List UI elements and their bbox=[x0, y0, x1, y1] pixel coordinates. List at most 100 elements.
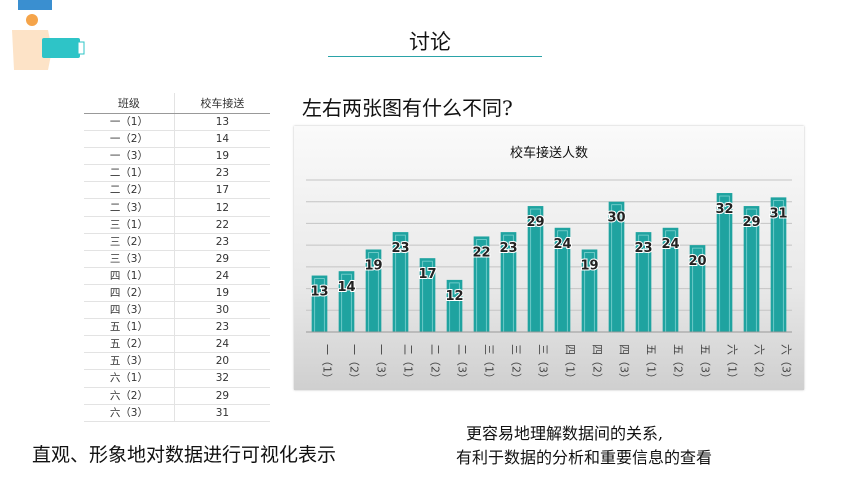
data-label: 20 bbox=[688, 254, 706, 269]
data-label: 19 bbox=[580, 258, 598, 273]
table-row: 一（3） 19 bbox=[84, 147, 270, 166]
table-cell-count: 23 bbox=[173, 164, 270, 183]
category-label: 五（1） bbox=[645, 344, 658, 384]
data-label: 29 bbox=[742, 215, 760, 230]
hand-card-icon bbox=[12, 0, 85, 70]
bottom-right-text-1: 更容易地理解数据间的关系, bbox=[466, 424, 664, 443]
category-label: 三（2） bbox=[510, 344, 523, 384]
data-label: 22 bbox=[472, 245, 490, 260]
table-row: 二（2） 17 bbox=[84, 181, 270, 200]
table-cell-count: 24 bbox=[173, 267, 270, 285]
table-cell-class: 四（3） bbox=[84, 301, 175, 320]
chart-panel: 校车接送人数 13 一（1） 14 一（2） 19 一（3） 23 二（1） 17 二（2） 12 二（… bbox=[294, 126, 804, 390]
table-cell-count: 24 bbox=[173, 335, 270, 354]
table-cell-class: 一（2） bbox=[84, 130, 175, 149]
data-label: 14 bbox=[337, 280, 355, 295]
table-row: 三（3） 29 bbox=[84, 250, 270, 268]
table-row: 六（2） 29 bbox=[84, 387, 270, 405]
bar bbox=[770, 197, 787, 332]
category-label: 六（3） bbox=[780, 344, 793, 384]
bottom-left-text: 直观、形象地对数据进行可视化表示 bbox=[32, 444, 337, 466]
category-label: 三（1） bbox=[483, 344, 496, 384]
table-row: 四（3） 30 bbox=[84, 301, 270, 320]
bar bbox=[446, 279, 463, 332]
table-row: 二（3） 12 bbox=[84, 198, 270, 217]
bar bbox=[311, 275, 328, 332]
data-label: 13 bbox=[310, 285, 328, 300]
table-cell-count: 20 bbox=[173, 352, 270, 371]
bar bbox=[473, 236, 490, 332]
bar bbox=[662, 227, 679, 332]
bar bbox=[527, 206, 544, 332]
category-label: 四（1） bbox=[564, 344, 577, 384]
table-cell-count: 12 bbox=[173, 198, 270, 217]
data-label: 32 bbox=[715, 202, 733, 217]
table-cell-count: 29 bbox=[173, 250, 270, 268]
bar bbox=[716, 193, 733, 332]
table-row: 四（1） 24 bbox=[84, 267, 270, 285]
chart-title: 校车接送人数 bbox=[510, 145, 588, 161]
category-label: 二（1） bbox=[402, 344, 415, 384]
table-cell-class: 五（3） bbox=[84, 352, 175, 371]
data-label: 31 bbox=[769, 206, 787, 221]
bar bbox=[743, 206, 760, 332]
table-cell-class: 一（3） bbox=[84, 147, 175, 166]
category-label: 二（2） bbox=[429, 344, 442, 384]
data-label: 24 bbox=[553, 237, 571, 252]
table-cell-class: 二（3） bbox=[84, 198, 175, 217]
data-label: 12 bbox=[445, 289, 463, 304]
table-cell-class: 六（3） bbox=[84, 404, 175, 422]
table-row: 一（2） 14 bbox=[84, 130, 270, 149]
table-row: 五（2） 24 bbox=[84, 335, 270, 354]
data-label: 30 bbox=[607, 211, 625, 226]
data-label: 29 bbox=[526, 215, 544, 230]
table-row: 六（3） 31 bbox=[84, 404, 270, 422]
slide-title: 讨论 bbox=[409, 30, 451, 54]
category-label: 一（2） bbox=[348, 344, 361, 384]
data-label: 24 bbox=[661, 237, 679, 252]
category-label: 一（1） bbox=[321, 344, 334, 384]
data-label: 23 bbox=[391, 241, 409, 256]
table-row: 六（1） 32 bbox=[84, 369, 270, 388]
category-label: 六（2） bbox=[753, 344, 766, 384]
category-label: 四（2） bbox=[591, 344, 604, 384]
table-cell-count: 19 bbox=[173, 147, 270, 166]
category-label: 五（3） bbox=[699, 344, 712, 384]
bar bbox=[581, 249, 598, 332]
table-body: 一（1） 13 一（2） 14 一（3） 19 二（1） 23 二（2） 17 二（3） 12 三（1）… bbox=[84, 113, 270, 422]
category-label: 四（3） bbox=[618, 344, 631, 384]
table-cell-count: 19 bbox=[173, 284, 270, 303]
bar bbox=[689, 245, 706, 332]
bar-chart: 校车接送人数 13 一（1） 14 一（2） 19 一（3） 23 二（1） 17 二（2） 12 二（… bbox=[306, 145, 793, 384]
table-header-row: 班级 校车接送 bbox=[84, 93, 270, 114]
question-text: 左右两张图有什么不同? bbox=[302, 96, 513, 120]
title-underline bbox=[328, 56, 542, 57]
bar bbox=[419, 258, 436, 332]
bar bbox=[608, 201, 625, 332]
table-header-class: 班级 bbox=[84, 93, 175, 114]
bar bbox=[635, 232, 652, 332]
table-cell-class: 三（2） bbox=[84, 233, 175, 251]
bar bbox=[500, 232, 517, 332]
table-cell-class: 四（2） bbox=[84, 284, 175, 303]
table-cell-class: 二（2） bbox=[84, 181, 175, 200]
data-table: 班级 校车接送 一（1） 13 一（2） 14 一（3） 19 二（1） 23 二（2） 17 二（… bbox=[84, 93, 270, 422]
category-label: 三（3） bbox=[537, 344, 550, 384]
data-label: 23 bbox=[634, 241, 652, 256]
table-cell-class: 一（1） bbox=[84, 113, 175, 132]
table-cell-class: 三（3） bbox=[84, 250, 175, 268]
table-cell-class: 五（2） bbox=[84, 335, 175, 354]
table-cell-count: 22 bbox=[173, 216, 270, 234]
table-row: 二（1） 23 bbox=[84, 164, 270, 183]
data-label: 23 bbox=[499, 241, 517, 256]
bar bbox=[365, 249, 382, 332]
table-header-count: 校车接送 bbox=[173, 93, 270, 114]
table-cell-class: 二（1） bbox=[84, 164, 175, 183]
table-cell-count: 30 bbox=[173, 301, 270, 320]
data-label: 17 bbox=[418, 267, 436, 282]
table-cell-count: 32 bbox=[173, 369, 270, 388]
table-cell-count: 29 bbox=[173, 387, 270, 405]
table-cell-class: 四（1） bbox=[84, 267, 175, 285]
category-label: 二（3） bbox=[456, 344, 469, 384]
table-cell-count: 23 bbox=[173, 233, 270, 251]
